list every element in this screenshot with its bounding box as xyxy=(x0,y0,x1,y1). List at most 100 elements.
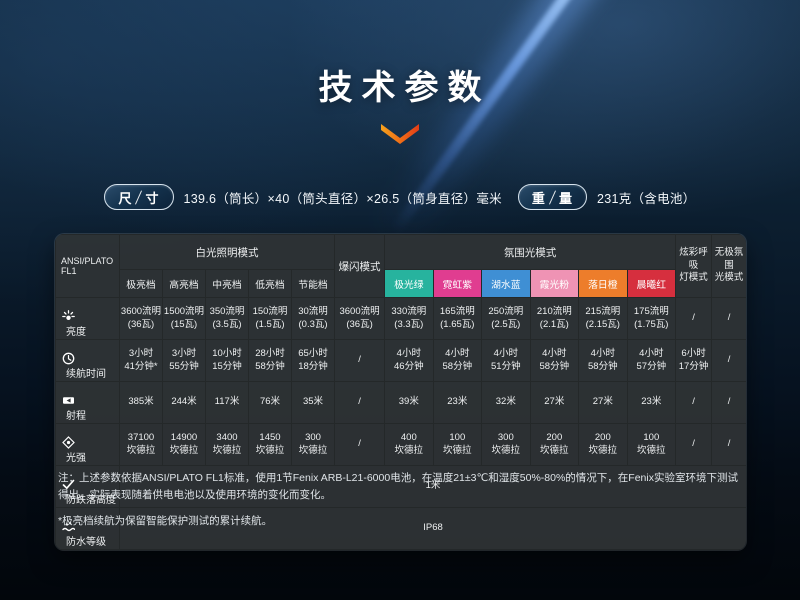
weight-spec: 重量 231克（含电池） xyxy=(517,184,696,210)
row-label-runtime: 续航时间 xyxy=(55,339,120,382)
col-glow-pink: 霞光粉 xyxy=(529,269,580,298)
value-cell: 27米 xyxy=(578,381,628,424)
value-cell: 3600流明 (36瓦) xyxy=(119,297,163,340)
group-breathing-light: 炫彩呼吸 灯模式 xyxy=(675,234,713,298)
col-eco: 节能档 xyxy=(290,269,336,298)
value-cell: 175流明 (1.75瓦) xyxy=(626,297,677,340)
col-turbo: 极亮档 xyxy=(119,269,163,298)
value-cell: 4小时 58分钟 xyxy=(529,339,580,382)
badge-slash-divider xyxy=(548,189,556,205)
note-asterisk: *极亮档续航为保留智能保护测试的累计续航。 xyxy=(58,514,273,527)
row-beam-distance: 射程 385米 244米 117米 76米 35米 / 39米 23米 32米 … xyxy=(55,381,746,424)
value-cell: 215流明 (2.15瓦) xyxy=(578,297,628,340)
col-dawn-red: 晨曦红 xyxy=(626,269,677,298)
sun-rays-icon xyxy=(62,310,75,320)
weight-badge-left: 重 xyxy=(531,190,546,206)
value-cell: / xyxy=(675,381,713,424)
value-cell: 350流明 (3.5瓦) xyxy=(205,297,249,340)
value-cell: 210流明 (2.1瓦) xyxy=(529,297,580,340)
row-title: 防跌落高度 xyxy=(66,495,116,506)
value-cell: 100 坎德拉 xyxy=(626,423,677,466)
row-label-intensity: 光强 xyxy=(55,423,120,466)
value-cell: 250流明 (2.5瓦) xyxy=(481,297,531,340)
value-cell: 23米 xyxy=(626,381,677,424)
value-cell: / xyxy=(334,339,386,382)
spec-pills: 尺寸 139.6（筒长）×40（筒头直径）×26.5（筒身直径）毫米 重量 23… xyxy=(0,184,800,210)
weight-badge: 重量 xyxy=(517,184,587,210)
row-brightness: 亮度 3600流明 (36瓦) 1500流明 (15瓦) 350流明 (3.5瓦… xyxy=(55,297,746,340)
value-cell: 30流明 (0.3瓦) xyxy=(290,297,336,340)
value-cell: 14900 坎德拉 xyxy=(162,423,206,466)
weight-badge-right: 量 xyxy=(558,190,573,206)
value-cell: 76米 xyxy=(248,381,292,424)
value-cell: 10小时 15分钟 xyxy=(205,339,249,382)
value-cell: 6小时 17分钟 xyxy=(675,339,713,382)
header-group-row: ANSI/PLATO FL1 白光照明模式 爆闪模式 氛围光模式 炫彩呼吸 灯模… xyxy=(55,234,746,298)
value-cell: / xyxy=(711,381,746,424)
value-cell: 39米 xyxy=(384,381,434,424)
value-cell: 200 坎德拉 xyxy=(529,423,580,466)
row-title: 光强 xyxy=(66,453,86,464)
value-cell: / xyxy=(334,381,386,424)
col-sunset-orange: 落日橙 xyxy=(578,269,628,298)
row-label-brightness: 亮度 xyxy=(55,297,120,340)
spec-table-container: ANSI/PLATO FL1 白光照明模式 爆闪模式 氛围光模式 炫彩呼吸 灯模… xyxy=(55,234,746,550)
value-cell: IP68 xyxy=(118,507,746,550)
value-cell: 100 坎德拉 xyxy=(432,423,483,466)
value-cell: 4小时 51分钟 xyxy=(481,339,531,382)
value-cell: 200 坎德拉 xyxy=(578,423,628,466)
dimension-badge: 尺寸 xyxy=(104,184,174,210)
water-icon xyxy=(62,522,76,532)
col-lake-blue: 湖水蓝 xyxy=(481,269,531,298)
spec-table: ANSI/PLATO FL1 白光照明模式 爆闪模式 氛围光模式 炫彩呼吸 灯模… xyxy=(55,234,746,550)
value-cell: 1500流明 (15瓦) xyxy=(162,297,206,340)
clock-icon xyxy=(62,352,75,365)
dimension-badge-right: 寸 xyxy=(145,190,160,206)
value-cell: 28小时 58分钟 xyxy=(248,339,292,382)
header-sub-row: 极亮档 高亮档 中亮档 低亮档 节能档 极光绿 霓虹紫 湖水蓝 霞光粉 落日橙 … xyxy=(56,269,747,298)
value-cell: 4小时 46分钟 xyxy=(384,339,434,382)
check-icon xyxy=(62,479,75,490)
dimension-badge-left: 尺 xyxy=(118,190,133,206)
row-title: 防水等级 xyxy=(66,537,106,548)
value-cell: 150流明 (1.5瓦) xyxy=(248,297,292,340)
row-label-beam-distance: 射程 xyxy=(55,381,120,424)
col-low: 低亮档 xyxy=(248,269,292,298)
row-label-waterproof: 防水等级 xyxy=(55,507,120,550)
value-cell: 4小时 58分钟 xyxy=(578,339,628,382)
value-cell: 3600流明 (36瓦) xyxy=(334,297,386,340)
value-cell: 23米 xyxy=(432,381,483,424)
value-cell: / xyxy=(334,423,386,466)
value-cell: 330流明 (3.3瓦) xyxy=(384,297,434,340)
value-cell: 300 坎德拉 xyxy=(290,423,336,466)
row-impact-resistance: 防跌落高度 1米 xyxy=(55,465,746,508)
footnotes: 注：上述参数依据ANSI/PLATO FL1标准，使用1节Fenix ARB-L… xyxy=(58,470,746,529)
value-cell: 32米 xyxy=(481,381,531,424)
dimension-spec: 尺寸 139.6（筒长）×40（筒头直径）×26.5（筒身直径）毫米 xyxy=(104,184,502,210)
group-stepless-light: 无极氛围 光模式 xyxy=(711,234,746,298)
value-cell: 27米 xyxy=(529,381,580,424)
row-title: 射程 xyxy=(66,411,86,422)
value-cell: / xyxy=(711,297,746,340)
value-cell: 165流明 (1.65瓦) xyxy=(432,297,483,340)
badge-slash-divider xyxy=(135,189,143,205)
weight-value: 231克（含电池） xyxy=(596,191,696,206)
value-cell: 385米 xyxy=(119,381,163,424)
value-cell: 4小时 57分钟 xyxy=(626,339,677,382)
value-cell: 1450 坎德拉 xyxy=(248,423,292,466)
row-title: 续航时间 xyxy=(66,369,106,380)
dimension-value: 139.6（筒长）×40（筒头直径）×26.5（筒身直径）毫米 xyxy=(183,191,502,206)
group-ambient-light: 氛围光模式 xyxy=(384,234,677,270)
value-cell: 1米 xyxy=(118,465,746,508)
value-cell: 3小时 55分钟 xyxy=(162,339,206,382)
value-cell: 37100 坎德拉 xyxy=(119,423,163,466)
chevron-down-icon xyxy=(381,124,419,144)
row-title: 亮度 xyxy=(66,327,86,338)
value-cell: 300 坎德拉 xyxy=(481,423,531,466)
value-cell: 3400 坎德拉 xyxy=(205,423,249,466)
value-cell: / xyxy=(675,297,713,340)
col-neon-purple: 霓虹紫 xyxy=(432,269,483,298)
value-cell: / xyxy=(711,339,746,382)
value-cell: / xyxy=(675,423,713,466)
target-icon xyxy=(62,436,75,449)
